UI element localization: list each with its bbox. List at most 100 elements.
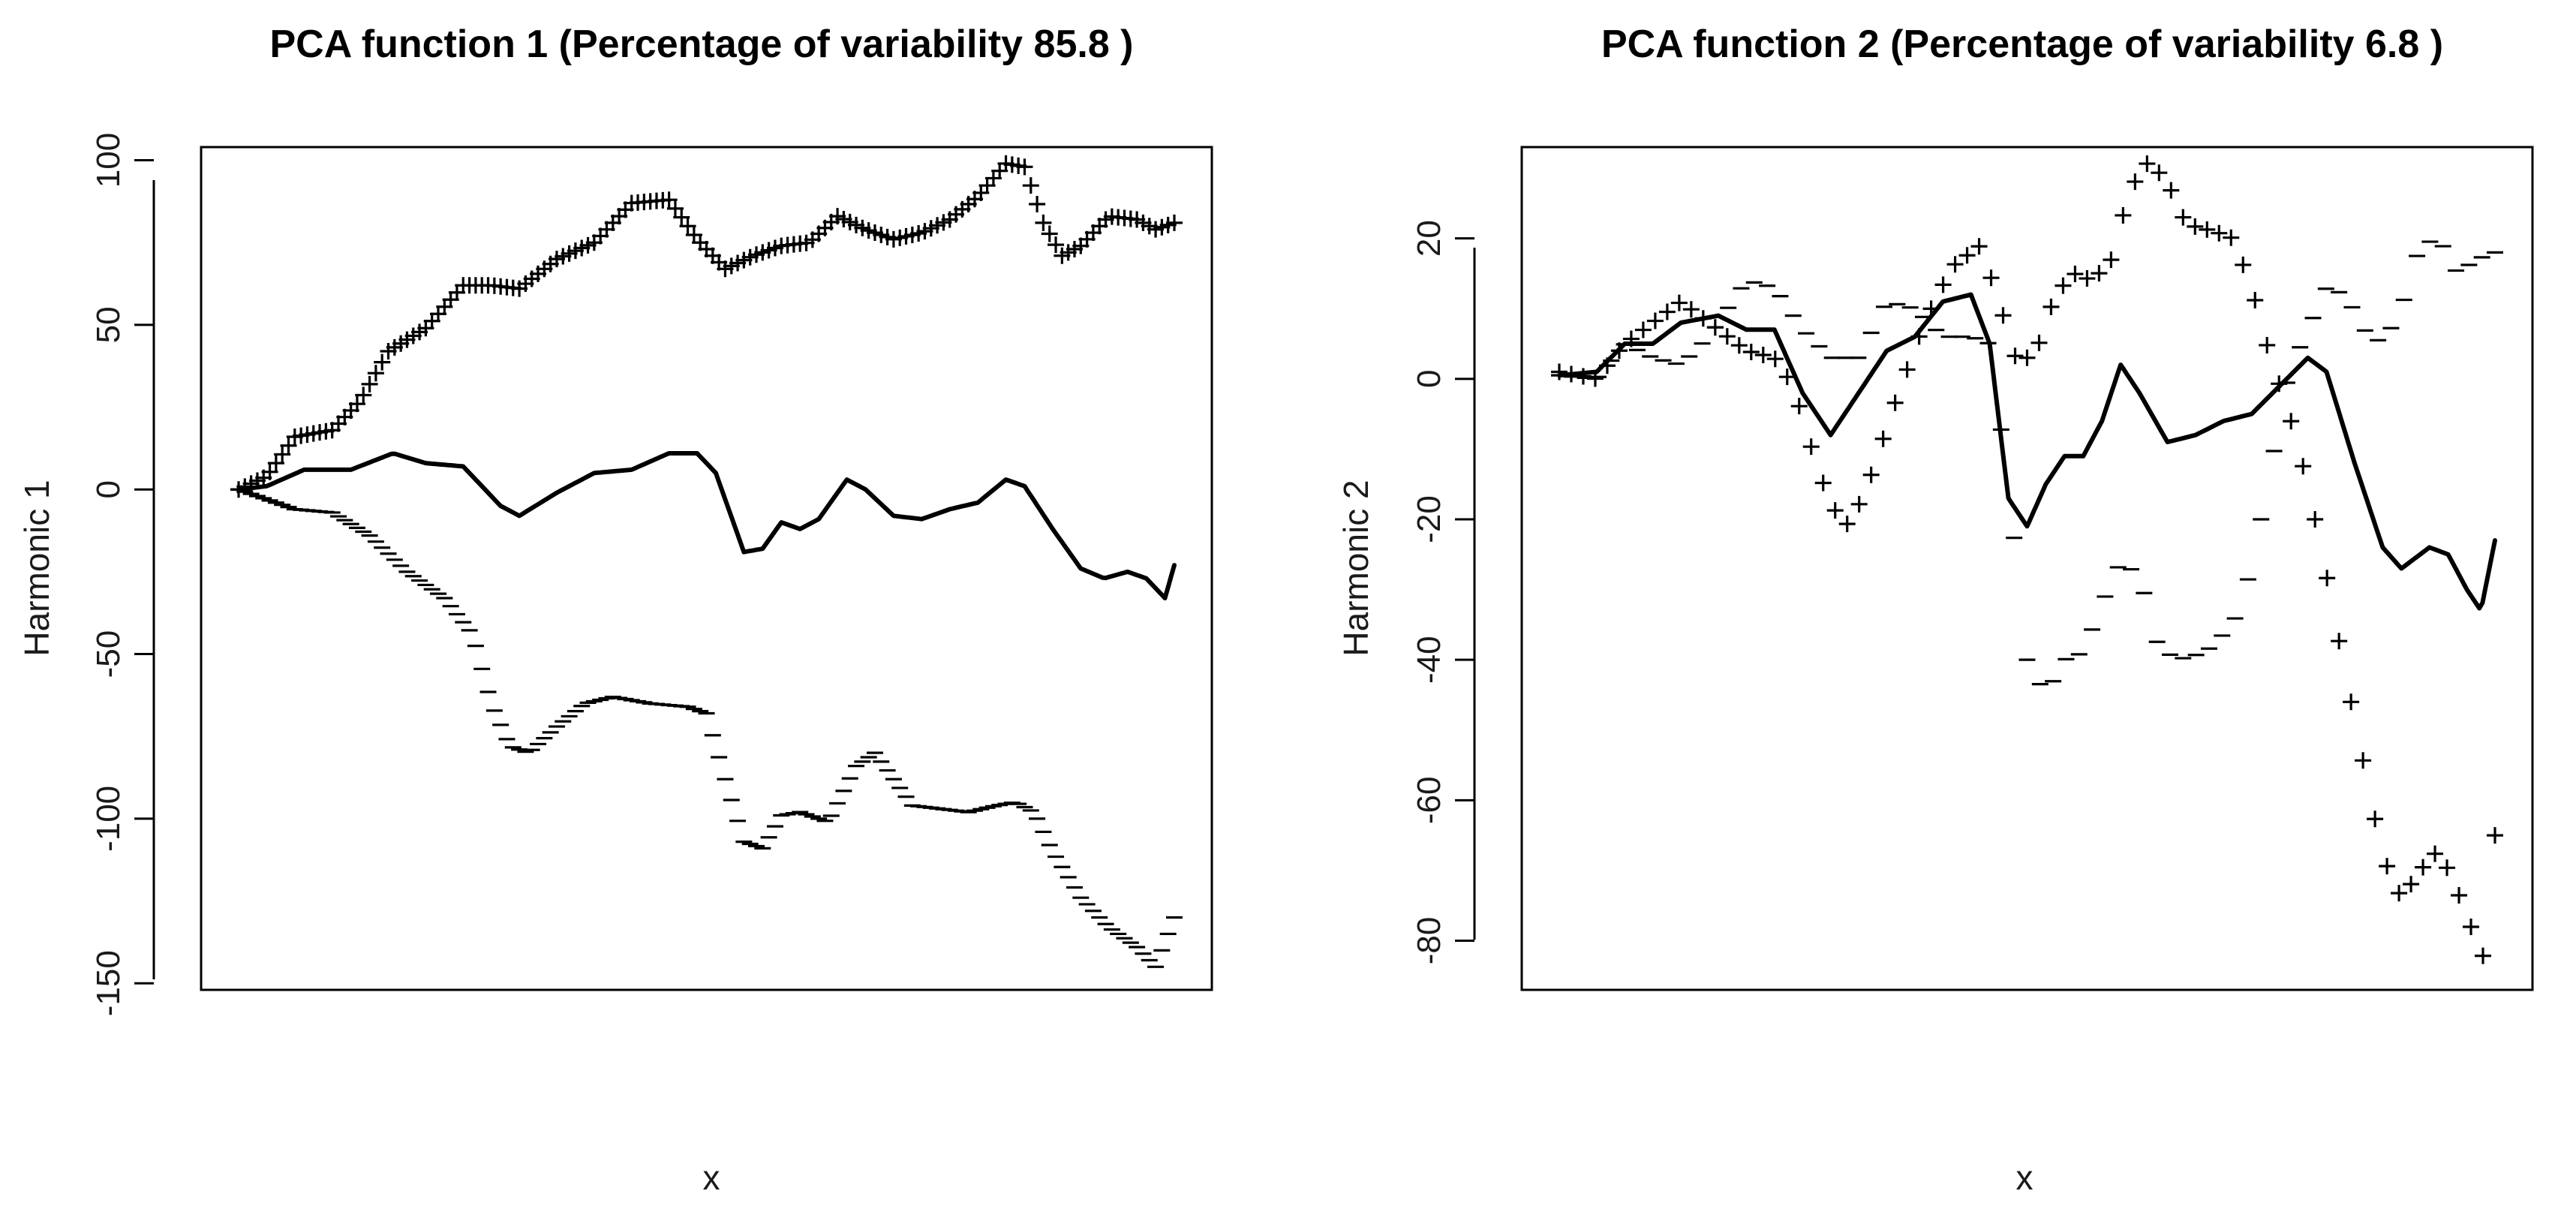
plus-marker (1850, 495, 1868, 513)
plus-marker (1029, 196, 1046, 213)
plus-marker (673, 209, 690, 226)
mean-curve (236, 451, 1177, 600)
plus-marker (2391, 885, 2408, 902)
y-tick-label: -60 (1411, 777, 1447, 825)
plus-marker (1766, 350, 1784, 368)
plus-marker (1166, 214, 1183, 231)
plus-marker (2127, 173, 2144, 191)
plus-marker (1742, 343, 1760, 360)
plus-marker (1958, 247, 1976, 264)
plus-marker (2427, 845, 2444, 862)
plus-marker (666, 200, 684, 217)
plus-marker (1934, 276, 1952, 293)
plus-marker (2415, 859, 2432, 876)
plus-marker (2079, 270, 2096, 287)
plus-marker (1778, 368, 1796, 386)
plus-marker (2355, 752, 2372, 769)
y-tick-label: -20 (1411, 495, 1447, 543)
x-axis-label: x (2016, 1158, 2033, 1197)
plus-marker (1898, 361, 1916, 378)
plus-marker (2295, 458, 2312, 475)
plus-marker (2067, 266, 2084, 283)
plus-marker (2331, 633, 2348, 650)
y-tick-label: -100 (90, 786, 127, 852)
plus-marker (2030, 334, 2048, 351)
plus-marker (2463, 919, 2480, 936)
plus-marker (374, 353, 391, 371)
plus-marker (2042, 298, 2060, 315)
plus-marker (2439, 859, 2456, 877)
y-tick-label: 0 (1411, 370, 1447, 388)
y-tick-label: -80 (1411, 917, 1447, 965)
plus-marker (1982, 269, 2000, 287)
plus-marker (2487, 827, 2503, 844)
plus-marker (1802, 438, 1820, 456)
plus-marker (1048, 236, 1065, 254)
plus-marker (2259, 336, 2276, 353)
chart-title: PCA function 2 (Percentage of variabilit… (1601, 23, 2443, 66)
plus-marker (2151, 164, 2168, 182)
plus-marker (1862, 466, 1880, 483)
plus-marker (2343, 693, 2360, 711)
plus-marker (2199, 221, 2216, 238)
plus-marker (361, 375, 378, 392)
y-tick-label: -40 (1411, 636, 1447, 684)
plus-marker (348, 395, 365, 413)
plus-marker (274, 446, 291, 463)
plus-marker (1670, 294, 1688, 311)
plus-marker (1562, 365, 1580, 383)
chart-panel-2: PCA function 2 (Percentage of variabilit… (1336, 23, 2534, 1197)
plus-marker (660, 191, 678, 209)
plus-marker (1826, 502, 1844, 519)
plus-marker (1874, 430, 1892, 447)
y-axis-ticks: 100 50 0 -50 -100 -150 (90, 133, 154, 1016)
plus-marker (2139, 155, 2156, 173)
mean-curve (1557, 292, 2497, 611)
plus-marker (2235, 256, 2252, 273)
plus-marker (2403, 876, 2420, 893)
plus-marker (355, 386, 372, 404)
plus-marker (1754, 346, 1772, 363)
plot-frame (1520, 146, 2534, 991)
plus-marker (2211, 224, 2228, 242)
plus-marker (1730, 337, 1748, 354)
plus-marker (1718, 328, 1736, 345)
plus-marker (2103, 251, 2120, 269)
plus-marker (2475, 947, 2492, 964)
plus-marker (280, 437, 297, 454)
y-tick-label: 100 (90, 133, 127, 188)
plus-marker (2091, 265, 2108, 282)
plus-marker (1634, 321, 1652, 338)
plus-marker (2175, 209, 2192, 226)
plus-marker (1041, 225, 1058, 242)
plot-frame (200, 146, 1213, 991)
plus-marker (1682, 301, 1700, 318)
plus-marker (261, 463, 278, 480)
plus-marker (2247, 291, 2264, 308)
plus-marker (2006, 347, 2024, 365)
y-axis-label: Harmonic 2 (1336, 480, 1375, 656)
plus-marker (2307, 510, 2324, 528)
plus-marker (1886, 394, 1904, 411)
plus-marker (1646, 312, 1664, 329)
plus-marker (679, 218, 696, 235)
plus-marker (2187, 218, 2204, 235)
plus-marker (1016, 158, 1033, 176)
y-axis-ticks: 20 0 -20 -40 -60 -80 (1411, 220, 1474, 964)
plot-area (1551, 155, 2503, 964)
plus-marker (2018, 349, 2036, 366)
plus-marker (2379, 858, 2396, 875)
plus-marker (1946, 256, 1964, 273)
plus-marker (1022, 177, 1039, 194)
plus-marker (1970, 238, 1988, 255)
plot-area (230, 155, 1183, 968)
y-axis-label: Harmonic 1 (17, 480, 56, 656)
y-tick-label: 50 (90, 306, 127, 343)
y-tick-label: 0 (90, 480, 127, 498)
plus-marker (1694, 310, 1712, 327)
chart-title: PCA function 1 (Percentage of variabilit… (269, 23, 1133, 66)
plus-marker (2283, 413, 2300, 430)
plus-marker (1551, 363, 1568, 380)
